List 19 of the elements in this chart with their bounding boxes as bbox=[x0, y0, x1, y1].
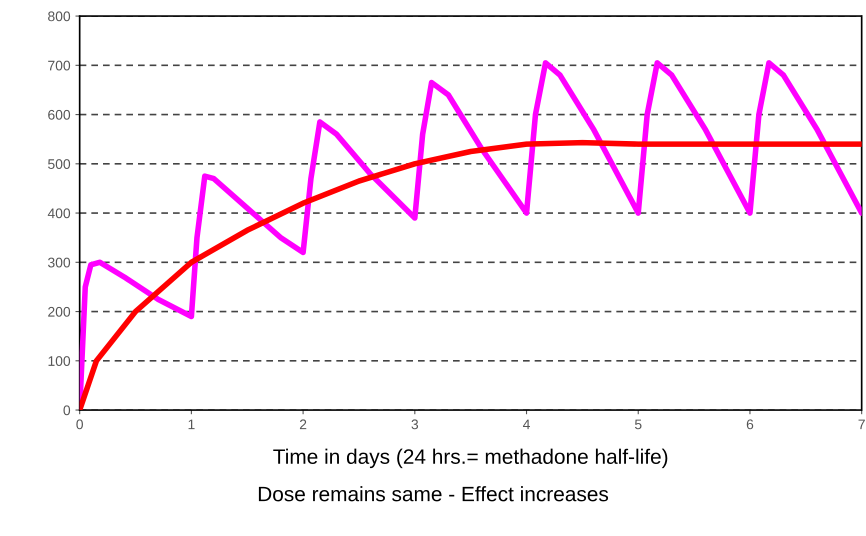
y-tick-label: 700 bbox=[48, 60, 70, 70]
y-tick-label: 500 bbox=[48, 159, 70, 169]
y-tick-label: 100 bbox=[48, 356, 70, 366]
y-tick-label: 0 bbox=[63, 405, 70, 416]
text: Dose remains same - Effect increases bbox=[258, 486, 608, 502]
x-tick-label: 3 bbox=[411, 419, 418, 430]
x-tick-label: 5 bbox=[634, 420, 642, 430]
x-tick-label: 1 bbox=[188, 420, 195, 430]
x-tick-label: 7 bbox=[858, 420, 865, 430]
y-tick-label: 300 bbox=[48, 258, 70, 268]
y-tick-label: 800 bbox=[48, 11, 70, 22]
x-tick-label: 0 bbox=[76, 419, 83, 430]
x-tick-label: 2 bbox=[300, 419, 306, 430]
x-axis-title: Time in days (24 hrs.= methadone half-life) bbox=[273, 448, 668, 468]
y-tick-label: 400 bbox=[48, 208, 70, 218]
x-tick-label: 6 bbox=[746, 419, 754, 430]
y-tick-label: 600 bbox=[48, 110, 70, 120]
y-tick-label: 200 bbox=[48, 306, 70, 317]
x-tick-label: 4 bbox=[522, 420, 530, 430]
